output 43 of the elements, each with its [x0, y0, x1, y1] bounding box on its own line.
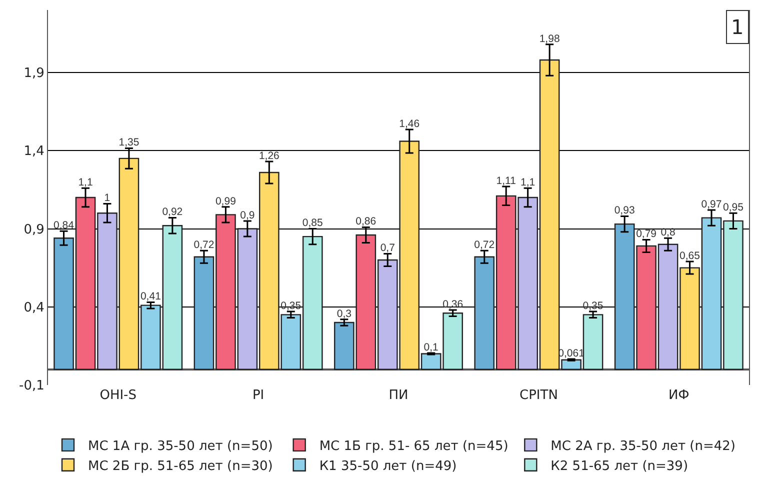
x-tick-label: ИФ — [668, 388, 690, 403]
data-label: 0,9 — [240, 209, 255, 222]
data-label: 0,7 — [380, 242, 396, 254]
y-tick-label: 1,9 — [24, 66, 44, 82]
data-label: 0,65 — [680, 250, 700, 262]
data-label: 1,1 — [78, 176, 93, 188]
y-tick-label: 0,4 — [24, 300, 44, 316]
data-label: 0,92 — [162, 206, 183, 218]
data-label: 0,85 — [302, 217, 324, 230]
data-label: 0,3 — [336, 308, 352, 320]
data-label: 0,72 — [194, 239, 214, 252]
legend-label: К1 35-50 лет (n=49) — [319, 458, 457, 474]
data-label: 1 — [104, 192, 110, 204]
legend-label: МС 1А гр. 35-50 лет (n=50) — [88, 439, 273, 454]
data-label: 0,1 — [424, 341, 439, 354]
legend-label: МС 1Б гр. 51- 65 лет (n=45) — [319, 439, 508, 454]
y-tick-label: -0,1 — [19, 378, 44, 394]
data-label: 1,11 — [496, 174, 516, 187]
data-label: 1,46 — [399, 118, 420, 130]
legend-label: МС 2А гр. 35-50 лет (n=42) — [550, 439, 736, 454]
data-label: 0,86 — [356, 216, 376, 228]
y-tick-label: 0,9 — [24, 222, 44, 238]
data-label: 0,95 — [723, 202, 744, 214]
annotation: 1 — [731, 15, 744, 39]
legend-label: К2 51-65 лет (n=39) — [550, 458, 688, 474]
data-label: 0,97 — [701, 198, 722, 210]
data-label: 1,98 — [539, 32, 560, 45]
x-tick-label: PI — [252, 388, 264, 403]
data-label: 1,26 — [258, 150, 280, 162]
data-label: 1,1 — [520, 176, 536, 188]
data-label: 0,8 — [660, 226, 676, 239]
x-tick-label: ПИ — [388, 388, 408, 403]
x-tick-label: CPITN — [519, 388, 558, 403]
legend-label: МС 2Б гр. 51-65 лет (n=30) — [88, 458, 273, 474]
data-label: 0,99 — [215, 195, 236, 208]
data-label: 0,93 — [614, 204, 635, 217]
x-tick-label: OHI-S — [100, 388, 136, 403]
data-label: 0,41 — [140, 290, 162, 303]
data-label: 1,35 — [118, 136, 140, 149]
data-label: 0,79 — [636, 228, 657, 240]
data-label: 0,84 — [54, 219, 74, 232]
data-label: 0,72 — [474, 239, 495, 252]
y-tick-label: 1,4 — [24, 144, 44, 160]
